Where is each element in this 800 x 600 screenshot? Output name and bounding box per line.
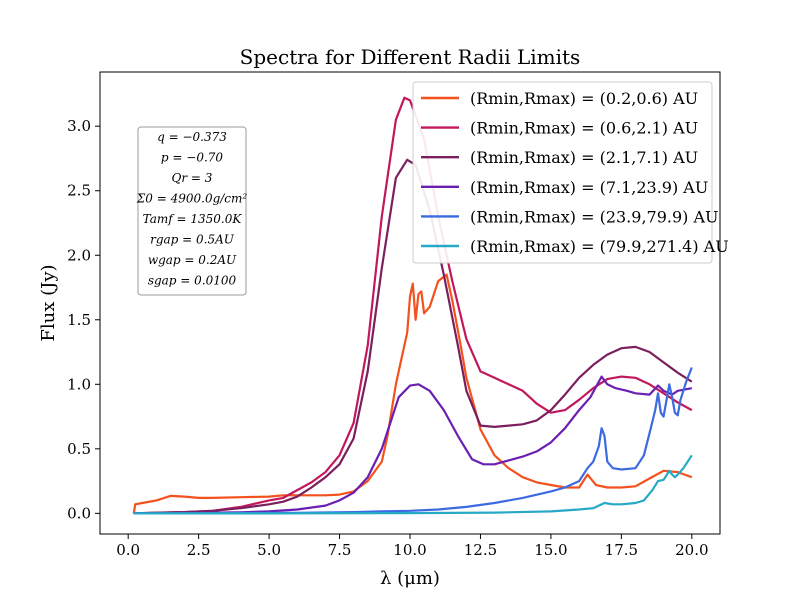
parameter-line: sgap = 0.0100 [148,274,237,288]
legend-label: (Rmin,Rmax) = (23.9,79.9) AU [470,207,719,226]
parameter-box-frame [137,126,247,296]
series-line-4 [133,375,692,515]
parameter-line: wgap = 0.2AU [148,253,237,267]
y-tick-label: 0.0 [67,504,91,522]
y-axis-title: Flux (Jy) [38,264,59,341]
x-axis-ticks: 0.0 2.5 5.0 7.5 10.0 12.5 15.0 17.5 20.0 [116,534,709,559]
series-line-6 [133,454,693,515]
x-tick-label: 10.0 [393,541,426,559]
series-line-3 [133,158,693,515]
legend: (Rmin,Rmax) = (0.2,0.6) AU (Rmin,Rmax) = … [412,81,729,264]
x-axis-title: λ (μm) [380,568,440,589]
series-line-5 [133,367,693,515]
x-tick-label: 2.5 [187,541,211,559]
y-tick-label: 2.0 [67,246,91,264]
parameter-line: Tamf = 1350.0K [143,212,243,226]
parameter-line: rgap = 0.5AU [150,233,235,247]
parameter-box: q = −0.373 p = −0.70 Qr = 3 Σ0 = 4900.0g/cm… [136,126,248,296]
x-tick-label: 7.5 [328,541,352,559]
legend-label: (Rmin,Rmax) = (0.6,2.1) AU [470,119,698,138]
legend-frame [412,81,713,264]
parameter-line: q = −0.373 [157,130,227,144]
parameter-line: p = −0.70 [161,151,224,165]
y-tick-label: 1.0 [67,375,91,393]
y-tick-label: 3.0 [67,117,91,135]
x-tick-label: 17.5 [605,541,638,559]
y-tick-label: 2.5 [67,182,91,200]
y-axis-ticks: 0.0 0.5 1.0 1.5 2.0 2.5 3.0 [67,117,100,522]
legend-label: (Rmin,Rmax) = (79.9,271.4) AU [470,237,729,256]
y-tick-label: 0.5 [67,440,91,458]
parameter-line: Qr = 3 [172,171,213,185]
legend-label: (Rmin,Rmax) = (7.1,23.9) AU [470,178,708,197]
parameter-line: Σ0 = 4900.0g/cm² [136,192,248,206]
x-tick-label: 0.0 [116,541,140,559]
x-tick-label: 5.0 [257,541,281,559]
x-tick-label: 20.0 [675,541,708,559]
x-tick-label: 12.5 [464,541,497,559]
legend-label: (Rmin,Rmax) = (0.2,0.6) AU [470,89,698,108]
series-line-1 [132,273,693,514]
x-tick-label: 15.0 [534,541,567,559]
chart-title: Spectra for Different Radii Limits [240,45,581,69]
legend-label: (Rmin,Rmax) = (2.1,7.1) AU [470,148,698,167]
y-tick-label: 1.5 [67,311,91,329]
